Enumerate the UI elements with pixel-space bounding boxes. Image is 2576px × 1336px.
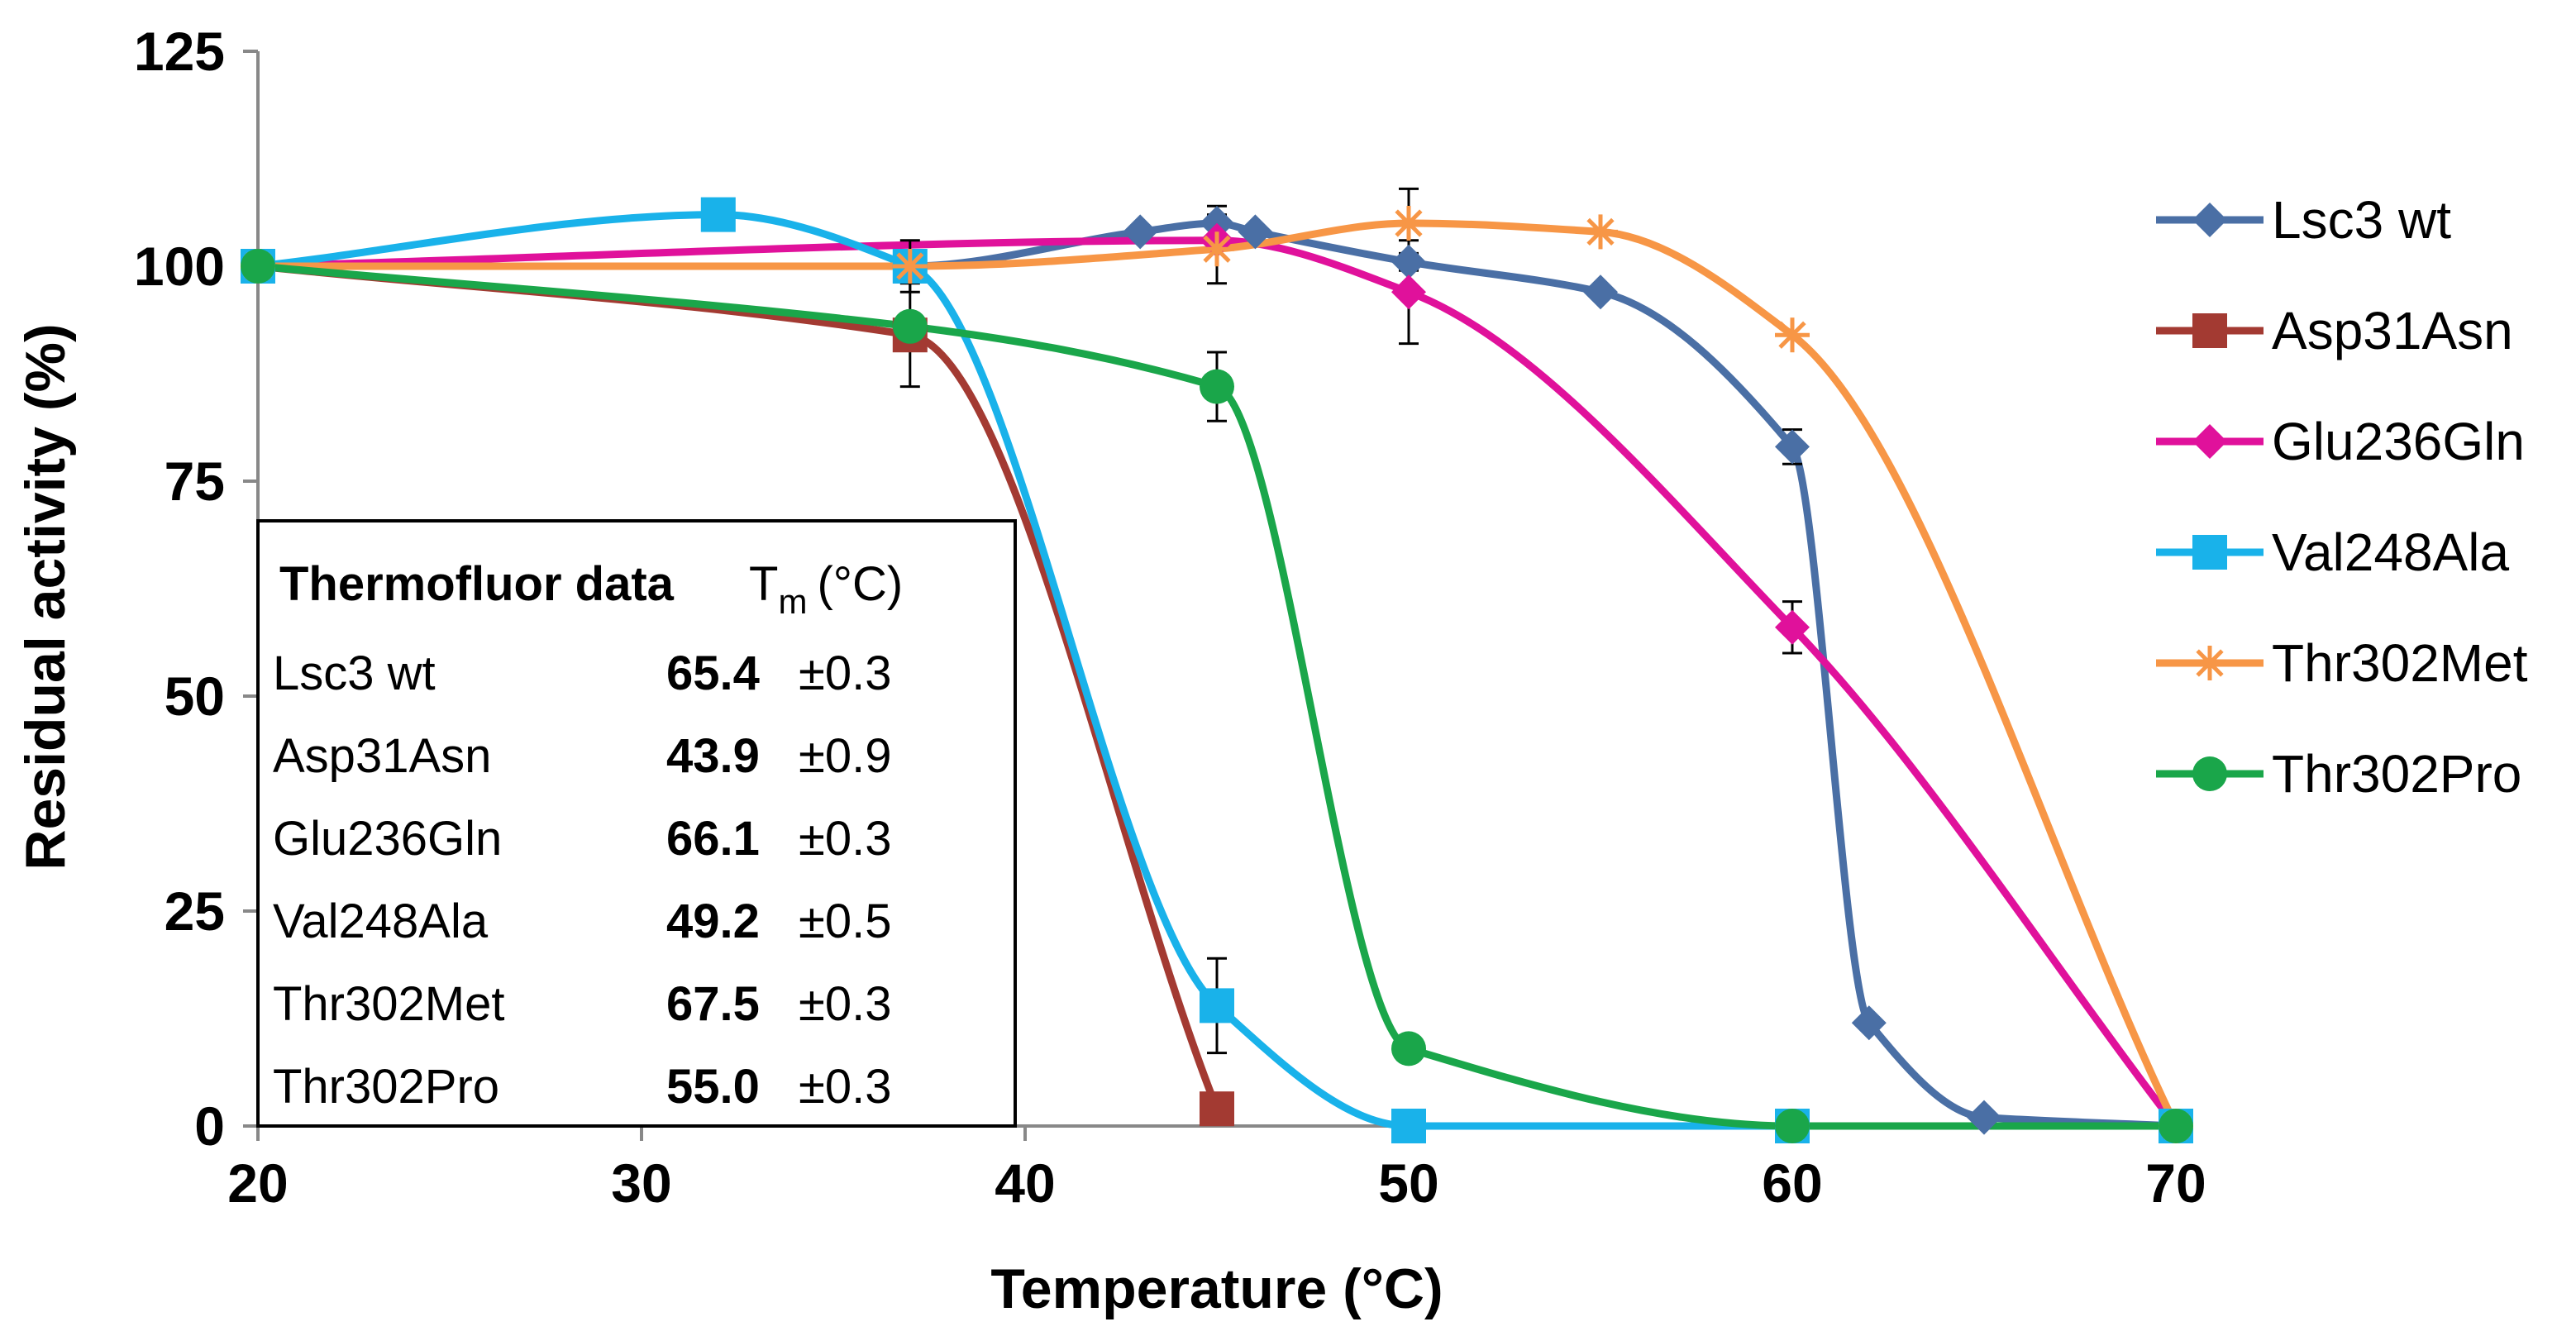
x-tick-label: 60 — [1762, 1152, 1822, 1214]
data-point-thr302pro — [1391, 1031, 1426, 1066]
y-tick-label: 125 — [134, 21, 225, 82]
data-point-glu236gln — [1775, 609, 1810, 645]
legend-entry-thr302pro: Thr302Pro — [2156, 744, 2521, 804]
legend-swatch-marker — [2192, 756, 2227, 791]
y-axis-title: Residual activity (%) — [14, 323, 77, 870]
star-stroke — [1395, 209, 1423, 237]
inset-row-name: Thr302Met — [273, 977, 504, 1031]
star-stroke — [2196, 649, 2224, 677]
legend: Lsc3 wt Asp31Asn Glu236Gln Val248Ala Thr302M… — [2156, 190, 2528, 804]
legend-label: Lsc3 wt — [2272, 190, 2451, 250]
x-tick-label: 20 — [227, 1152, 288, 1214]
legend-label: Thr302Met — [2272, 633, 2528, 693]
error-bars — [899, 187, 1802, 1055]
thermofluor-inset-table: Thermofluor data Tm (°C) Lsc3 wt 65.4 ±0.3 Asp… — [256, 519, 1017, 1128]
inset-row-name: Asp31Asn — [273, 729, 491, 783]
y-tick-label: 100 — [134, 236, 225, 297]
data-point-thr302pro — [892, 308, 928, 344]
inset-row-error: ±0.3 — [799, 977, 891, 1031]
data-point-thr302met — [892, 249, 928, 284]
inset-header-tm: Tm (°C) — [749, 557, 903, 621]
data-point-lsc3-wt — [1851, 1005, 1887, 1041]
inset-row-tm: 49.2 — [666, 895, 760, 948]
legend-label: Thr302Pro — [2272, 744, 2521, 804]
inset-header-name: Thermofluor data — [279, 557, 675, 611]
legend-entry-thr302met: Thr302Met — [2156, 633, 2528, 693]
legend-entry-lsc3-wt: Lsc3 wt — [2156, 190, 2451, 250]
inset-row-error: ±0.3 — [799, 1060, 891, 1114]
inset-row: Lsc3 wt 65.4 ±0.3 — [273, 647, 891, 700]
axes: 0 25 50 75 100 125 20 30 40 50 60 70 — [134, 21, 2206, 1214]
legend-entry-val248ala: Val248Ala — [2156, 522, 2509, 582]
inset-row-name: Thr302Pro — [273, 1060, 499, 1114]
data-point-thr302pro — [1775, 1109, 1810, 1143]
y-tick-label: 25 — [165, 880, 225, 942]
inset-row: Thr302Pro 55.0 ±0.3 — [273, 1060, 891, 1114]
inset-row-error: ±0.5 — [799, 895, 891, 948]
inset-row: Thr302Met 67.5 ±0.3 — [273, 977, 891, 1031]
inset-row-tm: 43.9 — [666, 729, 760, 783]
data-point-asp31asn — [1200, 1091, 1234, 1127]
data-point-glu236gln — [1391, 274, 1426, 310]
inset-row-name: Lsc3 wt — [273, 647, 436, 700]
inset-row-name: Val248Ala — [273, 895, 489, 948]
data-point-lsc3-wt — [1391, 244, 1426, 279]
series-markers — [241, 197, 2193, 1143]
data-point-thr302met — [1583, 214, 1618, 250]
data-point-thr302met — [1775, 317, 1810, 353]
x-tick-label: 70 — [2145, 1152, 2206, 1214]
inset-row-error: ±0.3 — [799, 647, 891, 700]
inset-row: Glu236Gln 66.1 ±0.3 — [273, 812, 891, 866]
inset-row-name: Glu236Gln — [273, 812, 502, 866]
legend-entry-asp31asn: Asp31Asn — [2156, 301, 2513, 360]
data-point-lsc3-wt — [1123, 214, 1158, 250]
inset-row: Val248Ala 49.2 ±0.5 — [273, 895, 891, 948]
data-point-thr302met — [1200, 231, 1234, 267]
star-stroke — [896, 252, 924, 280]
x-tick-label: 40 — [995, 1152, 1055, 1214]
legend-swatch-marker — [2192, 646, 2227, 680]
legend-entry-glu236gln: Glu236Gln — [2156, 412, 2525, 471]
star-stroke — [1778, 321, 1806, 349]
legend-swatch-marker — [2192, 424, 2227, 459]
star-stroke — [1586, 217, 1615, 246]
data-point-thr302pro — [241, 249, 275, 284]
star-stroke — [1203, 235, 1231, 263]
inset-row-tm: 67.5 — [666, 977, 760, 1031]
legend-swatch-marker — [2192, 535, 2227, 570]
x-tick-label: 50 — [1378, 1152, 1438, 1214]
data-point-lsc3-wt — [1967, 1100, 2001, 1135]
inset-row-tm: 65.4 — [666, 647, 760, 700]
inset-row-tm: 55.0 — [666, 1060, 760, 1114]
data-point-thr302pro — [1200, 369, 1234, 404]
legend-label: Asp31Asn — [2272, 301, 2513, 360]
data-point-lsc3-wt — [1238, 214, 1273, 250]
data-point-val248ala — [700, 197, 736, 232]
data-point-lsc3-wt — [1775, 429, 1810, 465]
legend-label: Glu236Gln — [2272, 412, 2525, 471]
data-point-val248ala — [1200, 988, 1234, 1023]
y-tick-label: 0 — [194, 1095, 225, 1157]
data-point-val248ala — [1391, 1109, 1426, 1143]
legend-swatch-marker — [2192, 203, 2227, 237]
data-point-thr302met — [1391, 206, 1426, 241]
x-tick-label: 30 — [611, 1152, 671, 1214]
inset-row-tm: 66.1 — [666, 812, 760, 866]
y-tick-label: 75 — [165, 451, 225, 512]
y-tick-label: 50 — [165, 666, 225, 727]
data-point-lsc3-wt — [1583, 274, 1618, 310]
inset-row-error: ±0.3 — [799, 812, 891, 866]
legend-label: Val248Ala — [2272, 522, 2509, 582]
inset-row: Asp31Asn 43.9 ±0.9 — [273, 729, 891, 783]
legend-swatch-marker — [2192, 313, 2227, 348]
inset-row-error: ±0.9 — [799, 729, 891, 783]
x-axis-title: Temperature (°C) — [990, 1257, 1443, 1320]
inset-box — [256, 519, 1017, 1128]
data-point-thr302pro — [2159, 1109, 2193, 1143]
